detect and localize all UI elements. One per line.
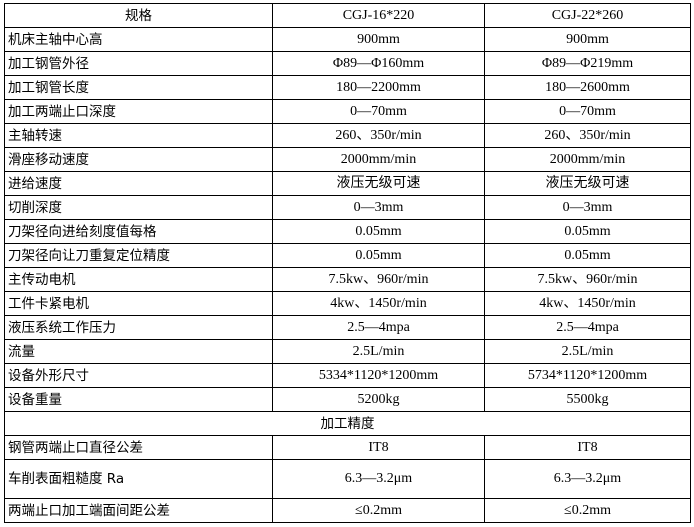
value-model-1: IT8 [272,435,485,460]
row-label: 加工钢管外径 [4,51,273,76]
value-model-2: 0.05mm [484,219,691,244]
row-label: 工件卡紧电机 [4,291,273,316]
value-model-1: 液压无级可速 [272,171,485,196]
row-label: 加工两端止口深度 [4,99,273,124]
section-heading: 加工精度 [4,411,691,436]
table-row: 刀架径向让刀重复定位精度 0.05mm 0.05mm [4,243,691,268]
value-model-1: 5200kg [272,387,485,412]
table-row: 主传动电机 7.5kw、960r/min 7.5kw、960r/min [4,267,691,292]
table-row: 机床主轴中心高 900mm 900mm [4,27,691,52]
table-row: 设备重量 5200kg 5500kg [4,387,691,412]
table-row: 车削表面粗糙度 Ra 6.3—3.2μm 6.3—3.2μm [4,459,691,499]
value-model-2: 2.5L/min [484,339,691,364]
value-model-2: 6.3—3.2μm [484,459,691,499]
value-model-2: 2000mm/min [484,147,691,172]
table-row: 液压系统工作压力 2.5—4mpa 2.5—4mpa [4,315,691,340]
row-label: 两端止口加工端面间距公差 [4,498,273,523]
value-model-2: 900mm [484,27,691,52]
table-row: 主轴转速 260、350r/min 260、350r/min [4,123,691,148]
header-model-1: CGJ-16*220 [272,3,485,28]
table-row: 加工钢管外径 Φ89—Φ160mm Φ89—Φ219mm [4,51,691,76]
value-model-2: 0.05mm [484,243,691,268]
value-model-1: 0—70mm [272,99,485,124]
value-model-1: 0—3mm [272,195,485,220]
header-row: 规格 CGJ-16*220 CGJ-22*260 [4,3,691,28]
value-model-1: 2.5L/min [272,339,485,364]
row-label: 车削表面粗糙度 Ra [4,459,273,499]
table-row: 设备外形尺寸 5334*1120*1200mm 5734*1120*1200mm [4,363,691,388]
value-model-1: 4kw、1450r/min [272,291,485,316]
value-model-2: 180—2600mm [484,75,691,100]
value-model-2: 液压无级可速 [484,171,691,196]
row-label: 进给速度 [4,171,273,196]
value-model-1: 260、350r/min [272,123,485,148]
value-model-1: 2.5—4mpa [272,315,485,340]
value-model-2: 4kw、1450r/min [484,291,691,316]
value-model-2: ≤0.2mm [484,498,691,523]
row-label: 液压系统工作压力 [4,315,273,340]
value-model-1: 0.05mm [272,243,485,268]
row-label: 机床主轴中心高 [4,27,273,52]
header-model-2: CGJ-22*260 [484,3,691,28]
value-model-1: 900mm [272,27,485,52]
value-model-2: IT8 [484,435,691,460]
value-model-1: 6.3—3.2μm [272,459,485,499]
row-label: 钢管两端止口直径公差 [4,435,273,460]
value-model-1: ≤0.2mm [272,498,485,523]
value-model-1: 5334*1120*1200mm [272,363,485,388]
spec-table: 规格 CGJ-16*220 CGJ-22*260 机床主轴中心高 900mm 900… [4,3,691,523]
table-row: 加工钢管长度 180—2200mm 180—2600mm [4,75,691,100]
table-row: 刀架径向进给刻度值每格 0.05mm 0.05mm [4,219,691,244]
row-label: 设备外形尺寸 [4,363,273,388]
value-model-2: 260、350r/min [484,123,691,148]
section-row: 加工精度 [4,411,691,436]
row-label: 主轴转速 [4,123,273,148]
table-row: 流量 2.5L/min 2.5L/min [4,339,691,364]
value-model-1: 0.05mm [272,219,485,244]
row-label: 主传动电机 [4,267,273,292]
value-model-2: 7.5kw、960r/min [484,267,691,292]
value-model-2: 5734*1120*1200mm [484,363,691,388]
table-row: 滑座移动速度 2000mm/min 2000mm/min [4,147,691,172]
row-label: 设备重量 [4,387,273,412]
row-label: 加工钢管长度 [4,75,273,100]
value-model-2: 0—3mm [484,195,691,220]
row-label: 切削深度 [4,195,273,220]
value-model-2: Φ89—Φ219mm [484,51,691,76]
value-model-1: Φ89—Φ160mm [272,51,485,76]
row-label: 刀架径向让刀重复定位精度 [4,243,273,268]
table-row: 进给速度 液压无级可速 液压无级可速 [4,171,691,196]
value-model-1: 7.5kw、960r/min [272,267,485,292]
value-model-2: 2.5—4mpa [484,315,691,340]
row-label: 刀架径向进给刻度值每格 [4,219,273,244]
row-label: 流量 [4,339,273,364]
value-model-1: 2000mm/min [272,147,485,172]
table-row: 工件卡紧电机 4kw、1450r/min 4kw、1450r/min [4,291,691,316]
table-row: 加工两端止口深度 0—70mm 0—70mm [4,99,691,124]
table-row: 切削深度 0—3mm 0—3mm [4,195,691,220]
row-label: 滑座移动速度 [4,147,273,172]
table-row: 两端止口加工端面间距公差 ≤0.2mm ≤0.2mm [4,498,691,523]
table-row: 钢管两端止口直径公差 IT8 IT8 [4,435,691,460]
value-model-2: 0—70mm [484,99,691,124]
value-model-1: 180—2200mm [272,75,485,100]
header-label: 规格 [4,3,273,28]
value-model-2: 5500kg [484,387,691,412]
